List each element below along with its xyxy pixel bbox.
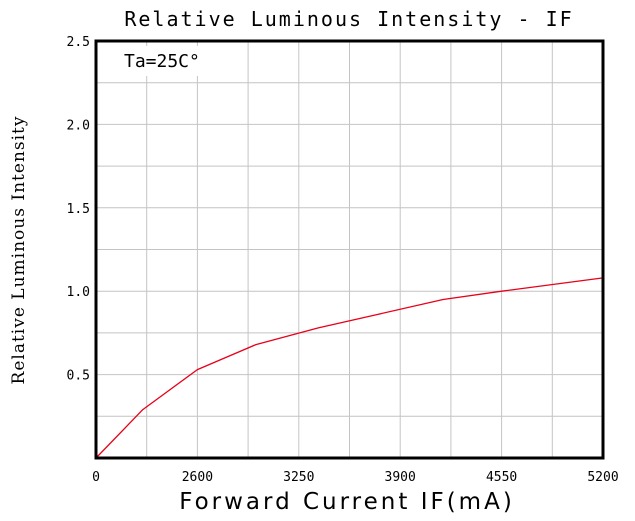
x-tick-label: 0 (92, 470, 100, 485)
series-line (95, 277, 604, 459)
x-tick-label: 3250 (283, 470, 314, 485)
x-tick-label: 2600 (182, 470, 213, 485)
annotation-group: Ta=25C° (110, 46, 236, 76)
x-tick-label: 3900 (385, 470, 416, 485)
y-tick-label: 1.0 (67, 285, 90, 300)
y-tick-label: 0.5 (67, 369, 90, 384)
grid (96, 41, 603, 458)
y-tick-label: 1.5 (67, 202, 90, 217)
annotation-background (110, 46, 236, 76)
x-tick-label: 4550 (486, 470, 517, 485)
chart-title: Relative Luminous Intensity - IF (124, 7, 573, 31)
x-axis-label: Forward Current IF(mA) (179, 489, 515, 515)
series-group (95, 277, 604, 459)
y-tick-label: 2.5 (67, 35, 90, 50)
plot-frame (94, 39, 605, 460)
y-tick-label: 2.0 (67, 118, 90, 133)
annotation-label: Ta=25C° (124, 51, 200, 72)
tick-labels: 0 2600 3250 3900 4550 5200 0.5 1.0 1.5 2.0 2.5 (67, 35, 619, 485)
y-axis-label: Relative Luminous Intensity (9, 116, 29, 385)
x-tick-label: 5200 (587, 470, 618, 485)
